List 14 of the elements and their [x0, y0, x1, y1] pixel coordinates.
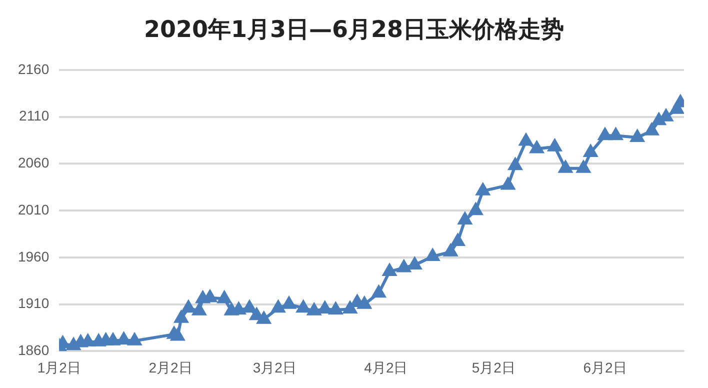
x-tick-label: 6月2日: [583, 359, 627, 376]
y-tick-label: 2060: [18, 154, 50, 171]
x-tick-label: 2月2日: [148, 359, 192, 376]
x-tick-label: 5月2日: [472, 359, 516, 376]
y-tick-label: 2010: [18, 201, 50, 218]
x-tick-label: 3月2日: [252, 359, 296, 376]
y-tick-label: 2160: [18, 60, 50, 77]
y-tick-label: 1860: [18, 342, 50, 358]
y-tick-label: 2110: [19, 108, 50, 124]
y-tick-label: 1960: [18, 248, 50, 264]
chart-title: 2020年1月3日—6月28日玉米价格走势: [142, 16, 566, 45]
y-tick-label: 1910: [18, 295, 50, 312]
x-tick-label: 1月2日: [37, 359, 81, 376]
x-tick-label: 4月2日: [364, 359, 408, 376]
